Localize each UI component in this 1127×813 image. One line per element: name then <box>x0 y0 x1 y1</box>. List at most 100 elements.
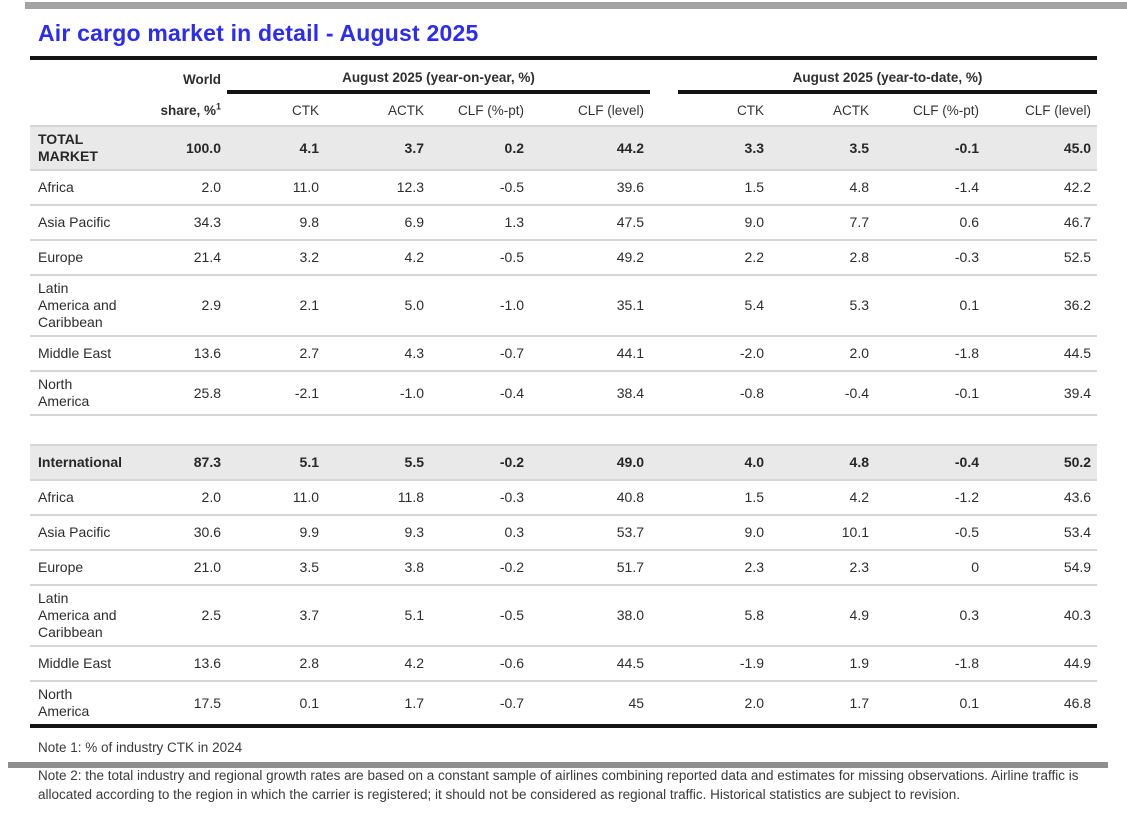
value-cell: 46.7 <box>985 204 1098 240</box>
value-cell: 2.0 <box>678 680 771 728</box>
table-row: TOTAL MARKET 100.0 4.1 3.7 0.2 44.2 3.3 3.5 -0.1… <box>30 125 1098 170</box>
value-cell: 39.6 <box>530 169 651 205</box>
region-label: North America <box>30 370 130 415</box>
region-label: Africa <box>30 169 130 205</box>
value-cell: 2.2 <box>678 239 771 275</box>
value-cell: 51.7 <box>530 549 651 585</box>
group-header-yoy: August 2025 (year-on-year, %) <box>227 60 651 94</box>
value-cell: 3.2 <box>227 239 325 275</box>
col-header-actk-ytd: ACTK <box>833 103 870 118</box>
value-cell: 4.8 <box>770 169 876 205</box>
value-cell: 9.3 <box>325 514 430 550</box>
world-header-line2: share, %1 <box>160 101 221 118</box>
header-group-row: World August 2025 (year-on-year, %) Augu… <box>30 60 1098 94</box>
table-row: Europe 21.0 3.5 3.8 -0.2 51.7 2.3 2.3 0 54.9 <box>30 549 1098 585</box>
title-rule <box>30 56 1097 60</box>
value-cell: 5.5 <box>325 444 430 480</box>
value-cell: 2.5 <box>130 584 227 646</box>
value-cell: 40.3 <box>985 584 1098 646</box>
value-cell: 2.0 <box>130 169 227 205</box>
value-cell: -0.3 <box>430 479 530 515</box>
region-header-blank <box>30 60 130 92</box>
value-cell: 3.7 <box>325 125 430 170</box>
value-cell: 9.0 <box>678 514 771 550</box>
value-cell: -0.1 <box>875 370 986 415</box>
value-cell: 49.2 <box>530 239 651 275</box>
column-gap <box>650 274 679 336</box>
value-cell: 2.1 <box>227 274 325 336</box>
value-cell: 5.3 <box>770 274 876 336</box>
region-label: Middle East <box>30 645 130 681</box>
col-header-actk-yoy: ACTK <box>387 103 424 118</box>
region-label: International <box>30 444 130 480</box>
value-cell: 0.3 <box>430 514 530 550</box>
value-cell: 5.4 <box>678 274 771 336</box>
value-cell: 53.7 <box>530 514 651 550</box>
value-cell: 5.0 <box>325 274 430 336</box>
value-cell: -0.5 <box>875 514 986 550</box>
region-label: Europe <box>30 239 130 275</box>
value-cell: 3.7 <box>227 584 325 646</box>
value-cell: 4.8 <box>770 444 876 480</box>
footnote-marker: 1 <box>215 101 221 112</box>
value-cell: -1.0 <box>430 274 530 336</box>
value-cell: 3.5 <box>770 125 876 170</box>
value-cell: 4.9 <box>770 584 876 646</box>
table-row: International 87.3 5.1 5.5 -0.2 49.0 4.0 4.8 -0.… <box>30 444 1098 480</box>
value-cell: 1.7 <box>325 680 430 728</box>
value-cell: -0.4 <box>875 444 986 480</box>
table-row: North America 25.8 -2.1 -1.0 -0.4 38.4 -0.8 -0.… <box>30 370 1098 415</box>
region-label: Europe <box>30 549 130 585</box>
spacer-row <box>30 414 1098 445</box>
value-cell: -1.0 <box>325 370 430 415</box>
header-columns-row: share, %1 CTK ACTK CLF (%-pt) CLF (level… <box>30 92 1097 126</box>
value-cell: 45 <box>530 680 651 728</box>
value-cell: 21.4 <box>130 239 227 275</box>
value-cell: 1.7 <box>770 680 876 728</box>
column-gap <box>650 169 679 205</box>
col-header-clf-level-ytd: CLF (level) <box>1025 103 1092 118</box>
value-cell: 0.6 <box>875 204 986 240</box>
col-header-ctk-ytd: CTK <box>737 103 765 118</box>
value-cell: 0.1 <box>227 680 325 728</box>
column-gap <box>650 680 679 728</box>
value-cell: -0.5 <box>430 239 530 275</box>
value-cell: 5.1 <box>325 584 430 646</box>
value-cell: 9.9 <box>227 514 325 550</box>
value-cell: 11.0 <box>227 169 325 205</box>
column-gap <box>650 549 679 585</box>
value-cell: 100.0 <box>130 125 227 170</box>
value-cell: 36.2 <box>985 274 1098 336</box>
page-title: Air cargo market in detail - August 2025 <box>38 20 479 46</box>
value-cell: 13.6 <box>130 645 227 681</box>
value-cell: 1.5 <box>678 169 771 205</box>
value-cell: -0.5 <box>430 169 530 205</box>
column-gap <box>650 239 679 275</box>
table-row: Middle East 13.6 2.7 4.3 -0.7 44.1 -2.0 2.0 -1.8… <box>30 335 1098 371</box>
table-row: Asia Pacific 30.6 9.9 9.3 0.3 53.7 9.0 10.1 -0.5… <box>30 514 1098 550</box>
region-header-blank <box>30 92 130 126</box>
table-row: Asia Pacific 34.3 9.8 6.9 1.3 47.5 9.0 7.7 0.6 46… <box>30 204 1098 240</box>
page-top-divider <box>25 2 1127 9</box>
value-cell: 44.2 <box>530 125 651 170</box>
table-row: Europe 21.4 3.2 4.2 -0.5 49.2 2.2 2.8 -0.3 52.5 <box>30 239 1098 275</box>
value-cell: -0.2 <box>430 549 530 585</box>
column-gap <box>650 444 679 480</box>
region-label: TOTAL MARKET <box>30 125 130 170</box>
value-cell: 44.5 <box>530 645 651 681</box>
table-row: Latin America and Caribbean 2.9 2.1 5.0 -1.0… <box>30 274 1098 336</box>
value-cell: 40.8 <box>530 479 651 515</box>
value-cell: 5.1 <box>227 444 325 480</box>
value-cell: 52.5 <box>985 239 1098 275</box>
value-cell: 50.2 <box>985 444 1098 480</box>
value-cell: -0.5 <box>430 584 530 646</box>
notes-section: Note 1: % of industry CTK in 2024 Note 2… <box>38 738 1094 804</box>
value-cell: 38.0 <box>530 584 651 646</box>
table-row: Middle East 13.6 2.8 4.2 -0.6 44.5 -1.9 1.9 -1.8… <box>30 645 1098 681</box>
value-cell: 3.5 <box>227 549 325 585</box>
value-cell: 47.5 <box>530 204 651 240</box>
spacer-cell <box>30 414 1098 445</box>
value-cell: 4.2 <box>770 479 876 515</box>
value-cell: -0.7 <box>430 680 530 728</box>
value-cell: 4.2 <box>325 239 430 275</box>
